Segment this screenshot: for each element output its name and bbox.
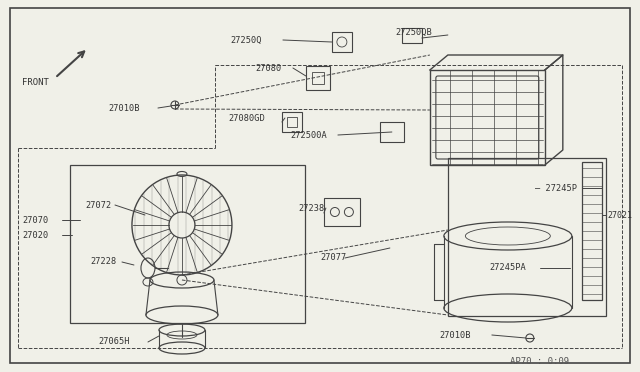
Bar [402,28,422,43]
Text: AP70 : 0:09: AP70 : 0:09 [510,357,569,366]
Bar [582,162,602,300]
Bar [430,70,545,165]
Text: 27020: 27020 [22,231,48,240]
Bar [332,32,352,52]
Text: FRONT: FRONT [22,77,49,87]
Text: 27065H: 27065H [98,337,129,346]
Text: 27228: 27228 [90,257,116,266]
Text: 27010B: 27010B [108,103,140,112]
Text: 27250Q: 27250Q [230,35,261,45]
Bar [312,72,324,84]
Text: 27070: 27070 [22,215,48,224]
Text: 272500A: 272500A [290,131,326,140]
Text: 27072: 27072 [85,201,111,209]
Bar [448,158,606,316]
Text: 27238: 27238 [298,203,324,212]
Text: 27250QB: 27250QB [395,28,431,36]
Text: 27021: 27021 [608,211,633,219]
Text: 27077: 27077 [320,253,346,263]
Bar [70,165,305,323]
Text: — 27245P: — 27245P [535,183,577,192]
Text: 27080: 27080 [255,64,281,73]
Bar [287,117,297,127]
Bar [306,66,330,90]
Bar [324,198,360,226]
Bar [282,112,302,132]
Bar [380,122,404,142]
Text: 27010B: 27010B [440,330,472,340]
Text: 27080GD: 27080GD [228,113,265,122]
Text: 27245PA: 27245PA [490,263,527,273]
